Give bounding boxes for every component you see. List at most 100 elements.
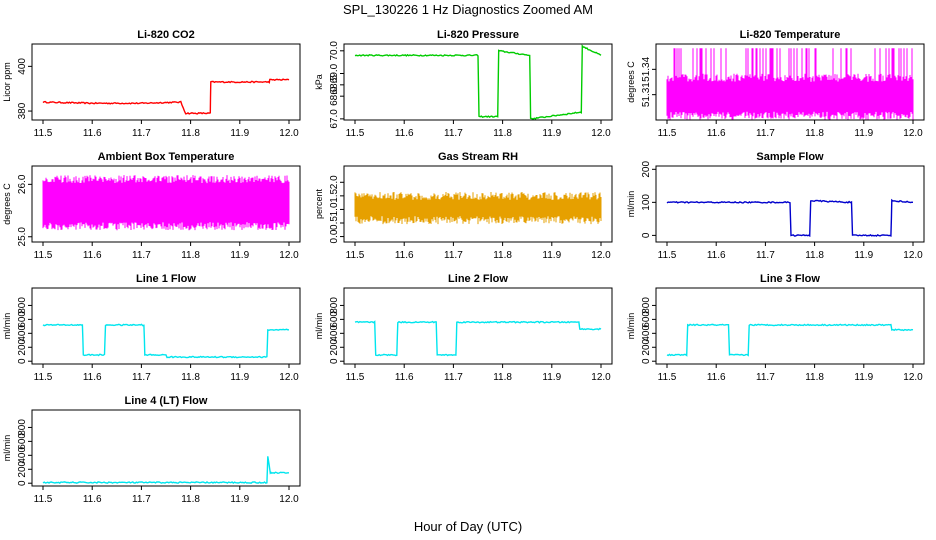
panel-title: Line 2 Flow [448, 273, 508, 285]
panel-2: Li-820 Pressure kPa 11.5 11.6 11.7 11.8 11.9 12… [314, 29, 613, 139]
y-tick-label: 0 [329, 358, 340, 364]
x-tick-label: 11.8 [493, 250, 512, 261]
x-tick-label: 11.7 [132, 494, 151, 505]
y-tick-label: 100 [641, 194, 652, 211]
x-tick-label: 11.7 [444, 128, 463, 139]
x-tick-label: 11.6 [395, 372, 414, 383]
x-tick-label: 11.9 [230, 372, 249, 383]
panel-title: Ambient Box Temperature [98, 151, 235, 163]
y-tick-label: 800 [329, 297, 340, 314]
y-tick-label: 0.5 [329, 216, 340, 230]
y-tick-label: 0 [641, 232, 652, 238]
x-tick-label: 11.5 [34, 494, 53, 505]
figure-xlabel: Hour of Day (UTC) [414, 519, 522, 534]
x-tick-label: 11.8 [493, 372, 512, 383]
panel-1: Li-820 CO2 Licor ppm 11.5 11.6 11.7 11.8 11.9 1… [2, 29, 301, 139]
x-tick-label: 11.5 [658, 250, 677, 261]
panel-3: Li-820 Temperature degrees C 11.5 11.6 11.7 1… [626, 29, 925, 139]
y-tick-label: 600 [17, 311, 28, 328]
y-tick-label: 0 [17, 358, 28, 364]
x-tick-label: 12.0 [903, 372, 923, 383]
panel-frame [343, 43, 613, 121]
panel-title: Li-820 Temperature [740, 29, 841, 41]
y-tick-label: 70.0 [329, 41, 340, 61]
x-tick-label: 11.7 [132, 128, 151, 139]
x-tick-label: 11.8 [181, 494, 200, 505]
x-tick-label: 11.9 [542, 372, 561, 383]
y-tick-label: 51.31 [641, 82, 652, 107]
y-axis-label: ml/min [2, 435, 12, 462]
panel-6: Sample Flow ml/min 11.5 11.6 11.7 11.8 11.9 12.… [626, 151, 925, 261]
x-tick-label: 11.9 [542, 250, 561, 261]
x-tick-label: 11.9 [230, 494, 249, 505]
panel-title: Line 3 Flow [760, 273, 820, 285]
panel-5: Gas Stream RH percent 11.5 11.6 11.7 11.8 11.9… [314, 151, 613, 261]
x-tick-label: 11.5 [346, 128, 365, 139]
y-tick-label: 1.5 [329, 188, 340, 202]
panel-title: Gas Stream RH [438, 151, 518, 163]
y-tick-label: 200 [641, 161, 652, 178]
x-tick-label: 11.7 [132, 372, 151, 383]
y-tick-label: 400 [17, 447, 28, 464]
x-tick-label: 11.5 [346, 250, 365, 261]
x-tick-label: 12.0 [903, 250, 923, 261]
y-tick-label: 0.0 [329, 229, 340, 243]
figure-suptitle: SPL_130226 1 Hz Diagnostics Zoomed AM [343, 2, 593, 17]
x-tick-label: 11.6 [83, 250, 102, 261]
series-line [666, 323, 914, 357]
plot-area [42, 78, 290, 115]
y-tick-label: 200 [17, 460, 28, 477]
x-tick-label: 11.6 [707, 372, 726, 383]
x-tick-label: 12.0 [591, 250, 611, 261]
y-axis-label: ml/min [314, 313, 324, 340]
y-tick-label: 67.0 [329, 109, 340, 129]
x-tick-label: 11.9 [854, 128, 873, 139]
panel-frame [31, 165, 301, 243]
x-tick-label: 11.8 [181, 128, 200, 139]
x-tick-label: 11.8 [181, 250, 200, 261]
plot-area [666, 323, 914, 357]
series-line [354, 320, 602, 357]
x-tick-label: 12.0 [279, 128, 299, 139]
y-axis-label: Licor ppm [2, 62, 12, 102]
x-tick-label: 11.9 [854, 372, 873, 383]
panel-title: Li-820 CO2 [137, 29, 194, 41]
x-tick-label: 11.5 [658, 372, 677, 383]
plot-area [42, 456, 289, 485]
panel-7: Line 1 Flow ml/min 11.5 11.6 11.7 11.8 11.9 12.… [2, 273, 301, 383]
y-tick-label: 26.0 [17, 174, 28, 194]
y-axis-label: percent [314, 188, 324, 219]
series-line [42, 78, 290, 115]
x-tick-label: 11.5 [658, 128, 677, 139]
x-tick-label: 11.9 [854, 250, 873, 261]
y-tick-label: 800 [17, 297, 28, 314]
x-tick-label: 11.8 [805, 250, 824, 261]
plot-area [354, 44, 602, 120]
x-tick-label: 11.9 [542, 128, 561, 139]
y-axis-label: ml/min [2, 313, 12, 340]
y-tick-label: 380 [17, 102, 28, 119]
x-tick-label: 11.7 [756, 128, 775, 139]
y-tick-label: 68.5 [329, 75, 340, 95]
panel-8: Line 2 Flow ml/min 11.5 11.6 11.7 11.8 11.9 12.… [314, 273, 613, 383]
plot-area [354, 320, 602, 357]
y-axis-label: degrees C [2, 183, 12, 225]
panel-9: Line 3 Flow ml/min 11.5 11.6 11.7 11.8 11.9 12.… [626, 273, 925, 383]
y-tick-label: 2.0 [329, 175, 340, 189]
panel-title: Line 4 (LT) Flow [125, 395, 208, 407]
y-tick-label: 200 [641, 338, 652, 355]
x-tick-label: 12.0 [279, 372, 299, 383]
x-tick-label: 11.7 [756, 372, 775, 383]
x-tick-label: 11.6 [83, 128, 102, 139]
panel-frame [31, 43, 301, 121]
panel-title: Line 1 Flow [136, 273, 196, 285]
x-tick-label: 11.6 [395, 128, 414, 139]
x-tick-label: 11.7 [132, 250, 151, 261]
y-axis-label: kPa [314, 74, 324, 90]
x-tick-label: 11.6 [395, 250, 414, 261]
plot-area [42, 323, 289, 359]
series-line [42, 323, 289, 359]
x-tick-label: 11.5 [34, 250, 53, 261]
x-tick-label: 11.8 [181, 372, 200, 383]
